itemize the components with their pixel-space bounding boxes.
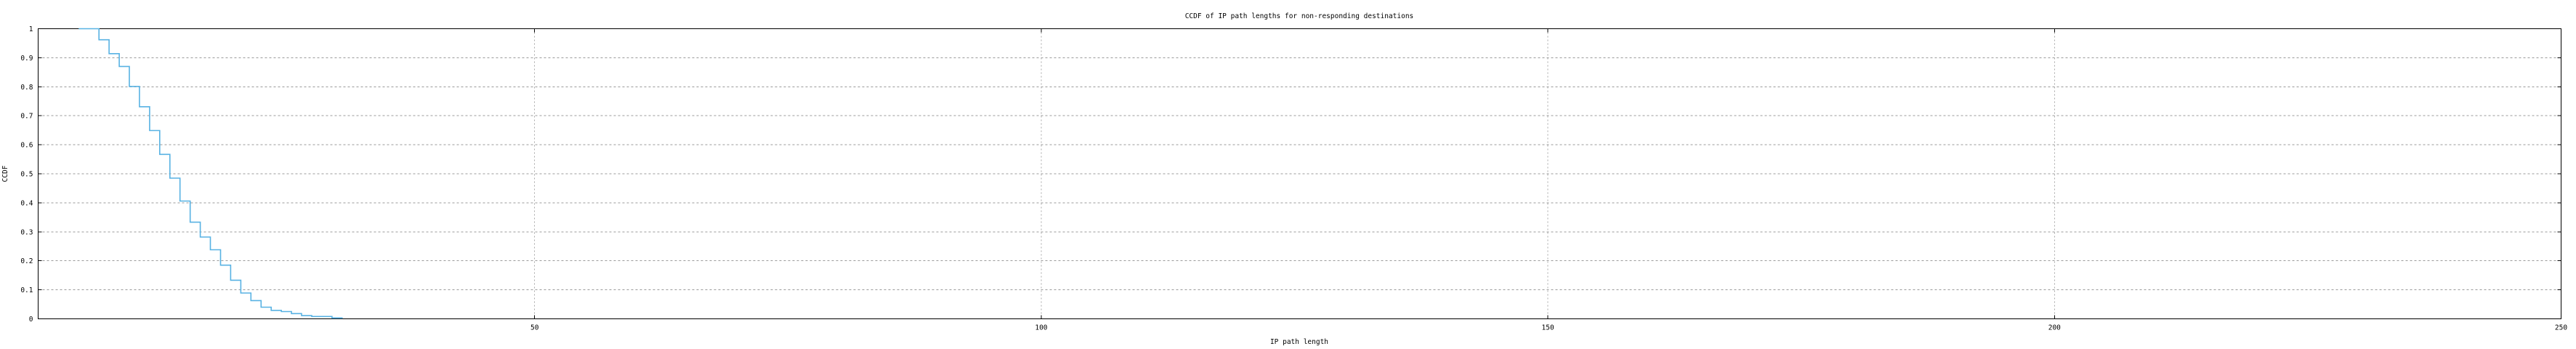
- x-tick-label: 100: [1035, 324, 1047, 332]
- y-tick-label: 0.5: [20, 171, 33, 179]
- grid-lines: [38, 28, 2561, 319]
- x-axis-label: IP path length: [1270, 338, 1328, 346]
- y-tick-label: 0.4: [20, 199, 33, 207]
- x-tick-label: 150: [1542, 324, 1554, 332]
- x-tick-label: 200: [2048, 324, 2061, 332]
- plot-border: [38, 28, 2561, 319]
- y-tick-label: 1: [29, 25, 33, 33]
- axis-tick-labels: 50 100 150 200 250 0 0.1 0.2 0.3 0.4 0.5 0.6 0.7 0.8 0…: [20, 25, 2567, 332]
- y-tick-label: 0.3: [20, 228, 33, 236]
- axis-ticks: [38, 28, 2561, 319]
- y-tick-label: 0.7: [20, 113, 33, 121]
- x-tick-label: 250: [2555, 324, 2567, 332]
- y-tick-label: 0: [29, 316, 33, 324]
- chart-title: CCDF of IP path lengths for non-respondi…: [1185, 12, 1414, 20]
- y-axis-label: CCDF: [1, 165, 9, 182]
- ccdf-curve: [78, 28, 343, 319]
- y-tick-label: 0.2: [20, 257, 33, 265]
- x-tick-label: 50: [530, 324, 539, 332]
- y-tick-label: 0.8: [20, 84, 33, 92]
- y-tick-label: 0.9: [20, 55, 33, 63]
- y-tick-label: 0.1: [20, 286, 33, 294]
- y-tick-label: 0.6: [20, 142, 33, 150]
